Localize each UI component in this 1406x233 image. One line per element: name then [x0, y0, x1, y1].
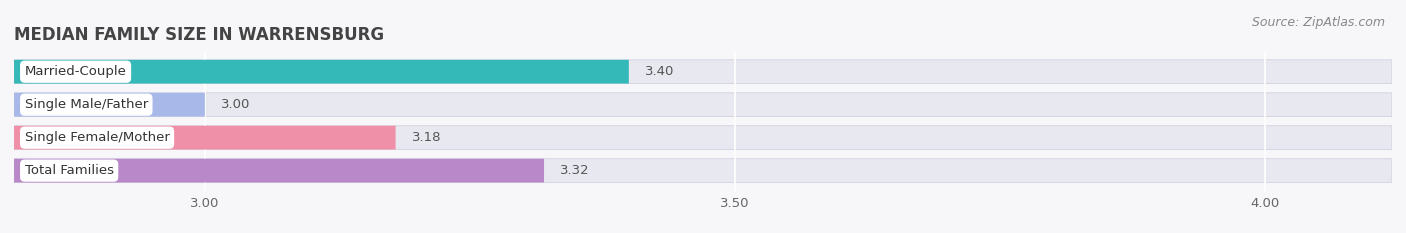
Text: 3.00: 3.00: [221, 98, 250, 111]
FancyBboxPatch shape: [14, 60, 628, 84]
Text: Total Families: Total Families: [25, 164, 114, 177]
Text: Single Female/Mother: Single Female/Mother: [25, 131, 170, 144]
Text: Source: ZipAtlas.com: Source: ZipAtlas.com: [1251, 16, 1385, 29]
FancyBboxPatch shape: [14, 159, 1392, 182]
Text: Married-Couple: Married-Couple: [25, 65, 127, 78]
FancyBboxPatch shape: [14, 126, 1392, 150]
FancyBboxPatch shape: [14, 93, 1392, 116]
Text: Single Male/Father: Single Male/Father: [25, 98, 148, 111]
Text: 3.40: 3.40: [645, 65, 673, 78]
Text: 3.32: 3.32: [560, 164, 589, 177]
Text: MEDIAN FAMILY SIZE IN WARRENSBURG: MEDIAN FAMILY SIZE IN WARRENSBURG: [14, 26, 384, 44]
FancyBboxPatch shape: [14, 60, 1392, 84]
Text: 3.18: 3.18: [412, 131, 441, 144]
FancyBboxPatch shape: [14, 93, 205, 116]
FancyBboxPatch shape: [14, 159, 544, 182]
FancyBboxPatch shape: [14, 126, 395, 150]
